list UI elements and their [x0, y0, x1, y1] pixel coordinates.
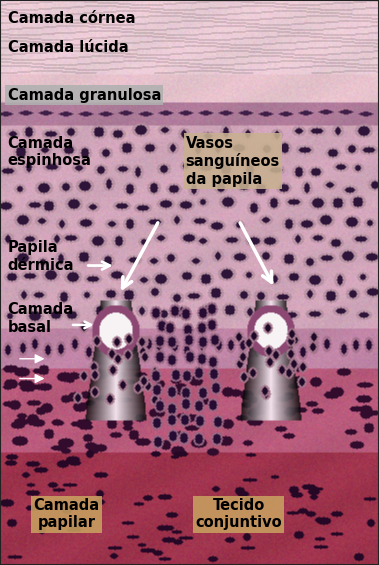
Text: Camada lúcida: Camada lúcida — [8, 40, 128, 55]
Text: Papila
dérmica: Papila dérmica — [8, 240, 74, 272]
Text: Camada
espinhosa: Camada espinhosa — [8, 136, 91, 168]
Text: Camada
papilar: Camada papilar — [33, 498, 99, 531]
Text: Tecido
conjuntivo: Tecido conjuntivo — [196, 498, 282, 531]
Text: Camada
basal: Camada basal — [8, 302, 74, 334]
Text: Camada granulosa: Camada granulosa — [8, 88, 161, 103]
Text: Vasos
sanguíneos
da papila: Vasos sanguíneos da papila — [186, 136, 280, 186]
Text: Camada córnea: Camada córnea — [8, 11, 135, 27]
